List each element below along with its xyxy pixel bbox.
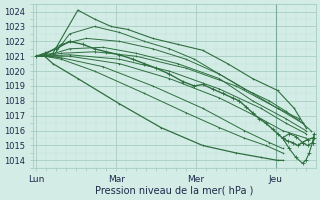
- X-axis label: Pression niveau de la mer( hPa ): Pression niveau de la mer( hPa ): [95, 186, 253, 196]
